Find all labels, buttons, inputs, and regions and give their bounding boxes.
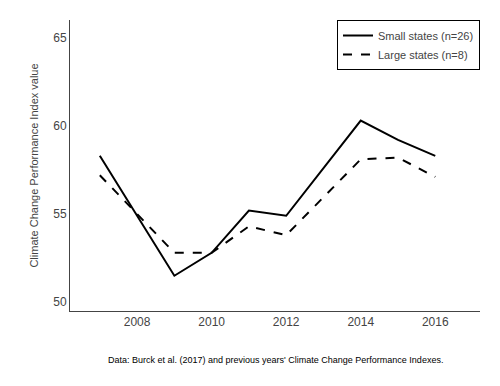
svg-text:50: 50 bbox=[53, 295, 67, 309]
svg-text:2008: 2008 bbox=[124, 315, 151, 329]
svg-text:60: 60 bbox=[53, 119, 67, 133]
svg-text:Large states (n=8): Large states (n=8) bbox=[378, 49, 468, 61]
svg-text:Climate Change Performance Ind: Climate Change Performance Index value bbox=[28, 63, 40, 267]
svg-text:Small states (n=26): Small states (n=26) bbox=[378, 30, 473, 42]
svg-text:55: 55 bbox=[53, 207, 67, 221]
svg-text:Data: Burck et al. (2017) and: Data: Burck et al. (2017) and previous y… bbox=[108, 355, 443, 365]
svg-text:2012: 2012 bbox=[273, 315, 300, 329]
svg-text:2016: 2016 bbox=[422, 315, 449, 329]
svg-text:65: 65 bbox=[53, 31, 67, 45]
svg-text:2010: 2010 bbox=[198, 315, 225, 329]
svg-text:2014: 2014 bbox=[347, 315, 374, 329]
